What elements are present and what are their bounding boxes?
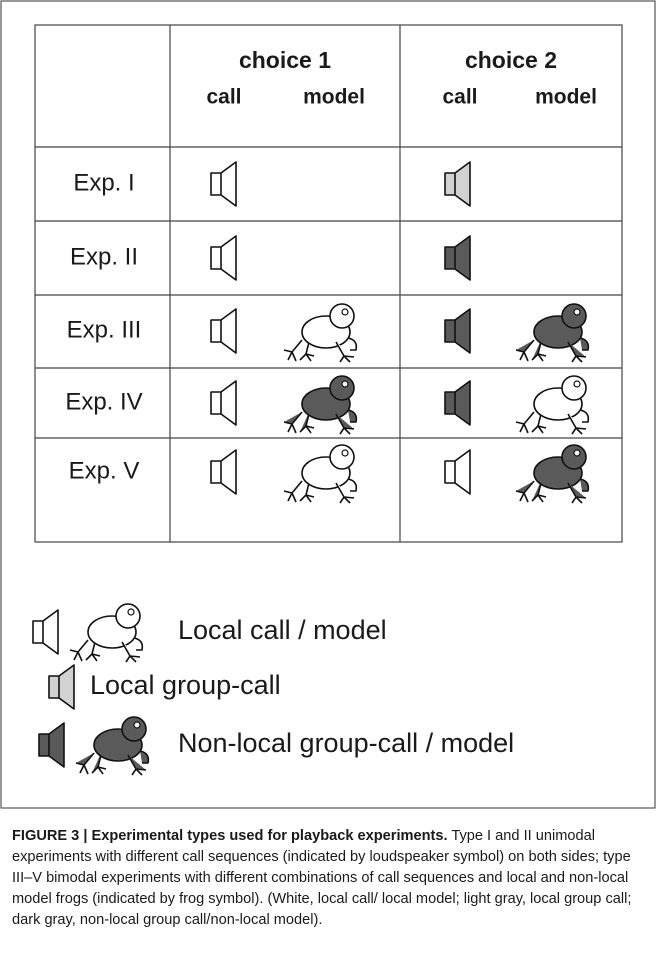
legend-label: Local group-call <box>90 670 281 700</box>
row-label: Exp. IV <box>65 388 142 415</box>
figure: choice 1 choice 2 call model call model … <box>0 0 656 809</box>
legend-label: Local call / model <box>178 615 387 645</box>
legend: Local call / model Local group-call Non-… <box>32 603 514 776</box>
sub-header: call <box>206 86 241 109</box>
row-label: Exp. V <box>69 457 140 484</box>
caption: FIGURE 3 | Experimental types used for p… <box>12 826 646 931</box>
row-label: Exp. II <box>70 243 138 270</box>
sub-header: model <box>535 86 597 109</box>
group-header: choice 1 <box>239 47 331 73</box>
row-label: Exp. III <box>67 316 142 343</box>
caption-label: FIGURE 3 | Experimental types used for p… <box>12 828 448 844</box>
legend-label: Non-local group-call / model <box>178 728 514 758</box>
group-header: choice 2 <box>465 47 557 73</box>
sub-header: call <box>442 86 477 109</box>
row-label: Exp. I <box>73 169 134 196</box>
frame <box>0 0 656 809</box>
caption-text: Type I and II unimodal experiments with … <box>12 828 632 928</box>
sub-header: model <box>303 86 365 109</box>
table-grid <box>34 24 623 543</box>
